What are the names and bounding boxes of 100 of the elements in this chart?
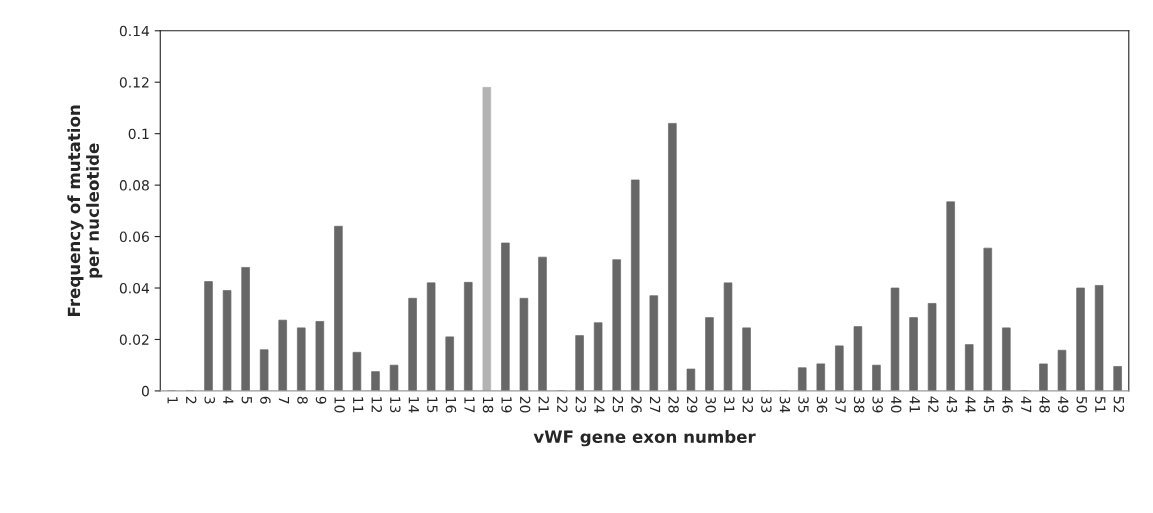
x-tick-label: 14 (408, 397, 419, 413)
x-tick-label: 23 (575, 396, 587, 413)
bar (519, 297, 529, 391)
bar (482, 87, 492, 391)
x-tick-label: 8 (297, 396, 308, 404)
x-tick-label: 39 (872, 396, 883, 413)
y-tick-label: 0.1 (128, 128, 149, 140)
x-tick-label: 22 (557, 396, 568, 413)
bar (1057, 349, 1067, 391)
x-tick-label: 3 (204, 396, 215, 404)
bar (538, 256, 547, 391)
x-tick-label: 2 (186, 396, 197, 404)
x-tick-label: 44 (965, 396, 976, 413)
x-tick-label: 45 (983, 396, 995, 413)
x-tick-label: 41 (909, 396, 920, 413)
x-tick-label: 51 (1095, 396, 1106, 413)
x-axis-title: vWF gene exon number (533, 430, 756, 447)
bar (983, 247, 993, 391)
bar (835, 345, 844, 391)
x-tick-label: 11 (353, 397, 364, 413)
x-tick-label: 6 (260, 396, 271, 404)
bar (964, 344, 974, 391)
x-tick-label: 36 (816, 396, 828, 413)
bar (742, 327, 751, 391)
x-tick-label: 24 (594, 396, 605, 413)
bar (575, 335, 584, 391)
bar (649, 295, 659, 391)
x-tick-label: 16 (445, 397, 457, 413)
x-tick-label: 1 (167, 397, 178, 404)
x-tick-label: 4 (223, 396, 234, 404)
x-tick-label: 15 (427, 397, 438, 413)
bar (668, 123, 677, 391)
bar (315, 321, 325, 391)
x-tick-label: 9 (315, 396, 327, 404)
x-tick-label: 42 (928, 396, 939, 413)
bar (426, 282, 436, 391)
x-tick-label: 46 (1002, 396, 1013, 413)
bar (408, 297, 417, 391)
x-tick-label: 5 (241, 396, 252, 404)
bar (927, 303, 937, 391)
bar (853, 326, 863, 391)
bar (464, 282, 473, 391)
bar (631, 179, 640, 391)
y-tick-label: 0.14 (119, 25, 150, 37)
bar (890, 287, 900, 391)
x-tick-label: 17 (464, 397, 475, 413)
x-tick-label: 19 (501, 397, 512, 413)
bar (297, 327, 306, 391)
x-tick-label: 35 (798, 396, 809, 413)
bar (686, 368, 696, 391)
x-tick-label: 33 (761, 396, 772, 413)
x-tick-label: 37 (835, 396, 846, 413)
bar (1002, 327, 1011, 391)
y-tick-label: 0.12 (119, 77, 149, 88)
bar (705, 317, 714, 391)
bar (1039, 363, 1048, 391)
x-tick-label: 20 (519, 396, 531, 413)
y-axis-title: Frequency of mutation per nucleotide (67, 105, 103, 316)
bar (612, 259, 621, 391)
x-tick-label: 49 (1057, 396, 1069, 413)
bar (1094, 285, 1104, 391)
x-tick-label: 32 (742, 396, 754, 413)
bar (816, 363, 826, 391)
y-tick-label: 0 (141, 385, 149, 397)
x-tick-label: 21 (538, 396, 549, 413)
bar (1076, 287, 1085, 391)
bar (445, 336, 454, 391)
bar (389, 364, 399, 391)
x-tick-label: 40 (890, 396, 902, 413)
x-tick-label: 10 (334, 397, 345, 413)
bar (204, 281, 213, 391)
bar (371, 371, 380, 391)
bar (909, 317, 918, 391)
y-tick-label: 0.02 (119, 334, 149, 345)
x-tick-label: 38 (853, 396, 865, 413)
bar (334, 225, 343, 391)
x-tick-label: 30 (705, 396, 716, 413)
bar (259, 349, 269, 391)
x-tick-label: 50 (1076, 396, 1088, 413)
bar (241, 267, 250, 391)
x-tick-label: 18 (482, 397, 494, 413)
bar (593, 322, 603, 391)
x-tick-label: 13 (390, 397, 401, 413)
x-tick-label: 28 (668, 396, 679, 413)
bar (1113, 366, 1122, 391)
x-tick-label: 47 (1021, 396, 1032, 413)
bar (797, 367, 807, 391)
bar (352, 351, 362, 391)
bar (946, 201, 955, 391)
x-tick-label: 48 (1039, 396, 1050, 413)
bar (723, 282, 733, 391)
y-tick-label: 0.06 (119, 231, 149, 243)
y-tick-label: 0.08 (119, 180, 149, 191)
bar (501, 242, 510, 391)
bar (872, 364, 881, 391)
y-tick-label: 0.04 (119, 282, 150, 294)
bar (222, 290, 232, 391)
x-tick-label: 27 (649, 396, 661, 413)
x-tick-label: 43 (946, 396, 958, 413)
x-tick-label: 29 (686, 396, 698, 413)
